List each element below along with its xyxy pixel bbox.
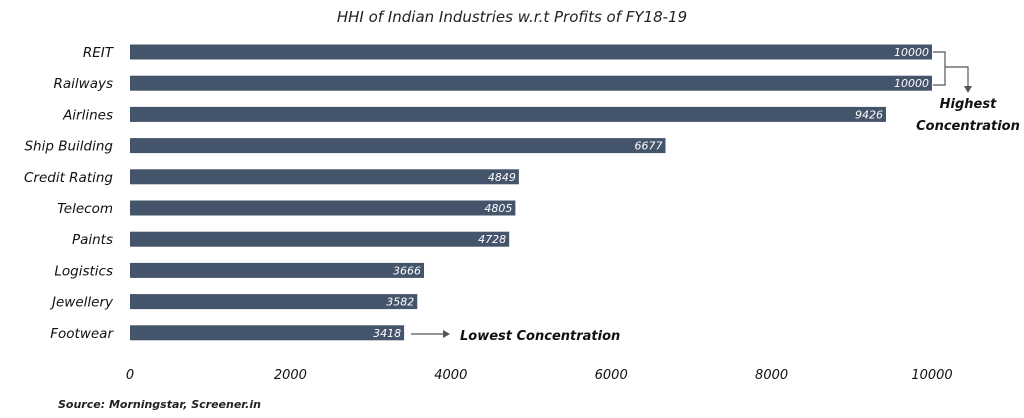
bar-logistics: [130, 262, 425, 278]
bars-layer: [130, 44, 932, 341]
data-label-airlines: 9426: [855, 108, 883, 121]
highest-annotation-line2: Concentration: [916, 119, 1020, 134]
data-label-credit-rating: 4849: [488, 171, 516, 184]
data-label-railways: 10000: [894, 77, 929, 90]
x-tick-8000: 8000: [755, 368, 788, 383]
category-label-telecom: Telecom: [57, 201, 113, 217]
category-label-airlines: Airlines: [62, 107, 113, 123]
source-note: Source: Morningstar, Screener.in: [58, 398, 261, 411]
category-label-footwear: Footwear: [50, 326, 114, 342]
data-label-logistics: 3666: [393, 264, 421, 277]
data-label-ship-building: 6677: [634, 140, 662, 153]
x-axis-ticks: 0 2000 4000 6000 8000 10000: [126, 368, 953, 383]
bar-ship-building: [130, 138, 666, 154]
bar-paints: [130, 231, 510, 247]
bar-reit: [130, 44, 932, 60]
category-label-jewellery: Jewellery: [49, 295, 114, 311]
category-label-railways: Railways: [54, 76, 114, 92]
bar-credit-rating: [130, 169, 519, 185]
bar-jewellery: [130, 294, 418, 310]
data-label-paints: 4728: [478, 233, 506, 246]
bar-footwear: [130, 325, 405, 341]
x-tick-2000: 2000: [274, 368, 307, 383]
chart-title: HHI of Indian Industries w.r.t Profits o…: [337, 8, 687, 26]
data-label-telecom: 4805: [484, 202, 512, 215]
x-tick-10000: 10000: [911, 368, 952, 383]
category-label-paints: Paints: [72, 232, 113, 248]
x-tick-0: 0: [126, 368, 134, 383]
category-label-reit: REIT: [83, 45, 115, 61]
bar-railways: [130, 75, 932, 91]
data-label-jewellery: 3582: [386, 296, 414, 309]
x-tick-6000: 6000: [595, 368, 628, 383]
bar-airlines: [130, 106, 886, 122]
highest-arrow-icon: [964, 86, 972, 93]
data-label-reit: 10000: [894, 46, 929, 59]
lowest-annotation: Lowest Concentration: [460, 329, 620, 344]
x-tick-4000: 4000: [434, 368, 467, 383]
highest-annotation-line1: Highest: [940, 97, 997, 112]
category-labels: REIT Railways Airlines Ship Building Credit …: [24, 45, 115, 342]
category-label-credit-rating: Credit Rating: [24, 170, 113, 186]
data-labels: 10000 10000 9426 6677 4849 4805 4728 3666 3582 34…: [373, 46, 929, 340]
lowest-arrow-icon: [443, 330, 450, 338]
category-label-ship-building: Ship Building: [24, 139, 113, 155]
highest-bracket-line: [933, 51, 969, 88]
data-label-footwear: 3418: [373, 327, 401, 340]
category-label-logistics: Logistics: [54, 263, 113, 279]
bar-telecom: [130, 200, 516, 216]
